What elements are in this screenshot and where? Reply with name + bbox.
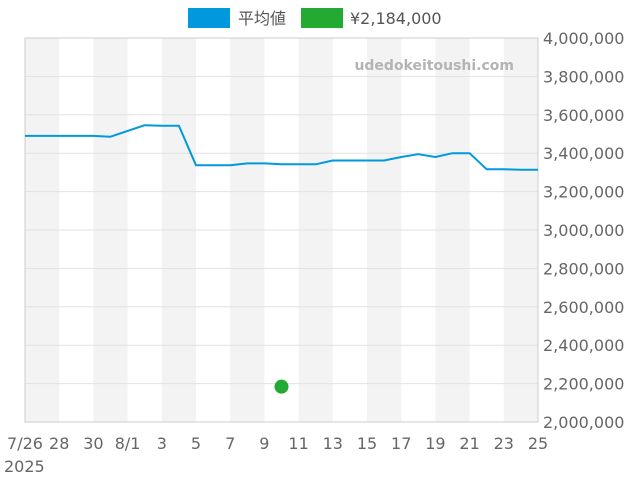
y-tick-label: 2,400,000	[543, 336, 624, 355]
legend-swatch-listing-price	[301, 8, 343, 28]
y-tick-label: 3,400,000	[543, 144, 624, 163]
x-tick-label: 7	[225, 434, 235, 453]
legend: 平均値 ¥2,184,000	[188, 8, 442, 28]
x-tick-label: 25	[528, 434, 548, 453]
x-tick-label: 13	[323, 434, 343, 453]
legend-label-listing-price: ¥2,184,000	[350, 9, 442, 28]
x-tick-label: 8/1	[115, 434, 141, 453]
legend-label-average: 平均値	[238, 9, 286, 28]
y-tick-label: 2,000,000	[543, 413, 624, 432]
y-tick-label: 2,200,000	[543, 375, 624, 394]
legend-swatch-average	[188, 8, 230, 28]
watermark: udedokeitoushi.com	[354, 58, 514, 74]
series-line-average	[25, 124, 538, 171]
y-tick-label: 2,600,000	[543, 298, 624, 317]
legend-item-average[interactable]: 平均値	[188, 8, 286, 28]
y-tick-label: 4,000,000	[543, 29, 624, 48]
x-tick-label: 15	[357, 434, 377, 453]
legend-item-listing-price[interactable]: ¥2,184,000	[301, 8, 442, 28]
y-tick-label: 2,800,000	[543, 259, 624, 278]
x-tick-label: 7/26	[7, 434, 43, 453]
y-axis-ticks: 4,000,000 3,800,000 3,600,000 3,400,000 3,20…	[543, 29, 624, 432]
x-axis-year-label: 2025	[4, 457, 45, 476]
x-tick-label: 17	[391, 434, 411, 453]
x-tick-label: 5	[191, 434, 201, 453]
y-tick-label: 3,200,000	[543, 183, 624, 202]
x-tick-label: 21	[459, 434, 479, 453]
x-tick-label: 11	[288, 434, 308, 453]
series-layer	[25, 124, 538, 394]
x-tick-label: 30	[83, 434, 103, 453]
x-tick-label: 23	[494, 434, 514, 453]
plot-frame	[24, 37, 539, 423]
y-tick-label: 3,600,000	[543, 106, 624, 125]
y-tick-label: 3,800,000	[543, 67, 624, 86]
y-tick-label: 3,000,000	[543, 221, 624, 240]
x-axis-ticks: 7/26 28 30 8/1 3 5 7 9 11 13 15 17 19 21 23 25	[7, 434, 548, 453]
x-tick-label: 19	[425, 434, 445, 453]
x-tick-label: 9	[259, 434, 269, 453]
data-point-listing-price	[274, 379, 289, 394]
x-tick-label: 28	[49, 434, 69, 453]
x-tick-label: 3	[157, 434, 167, 453]
